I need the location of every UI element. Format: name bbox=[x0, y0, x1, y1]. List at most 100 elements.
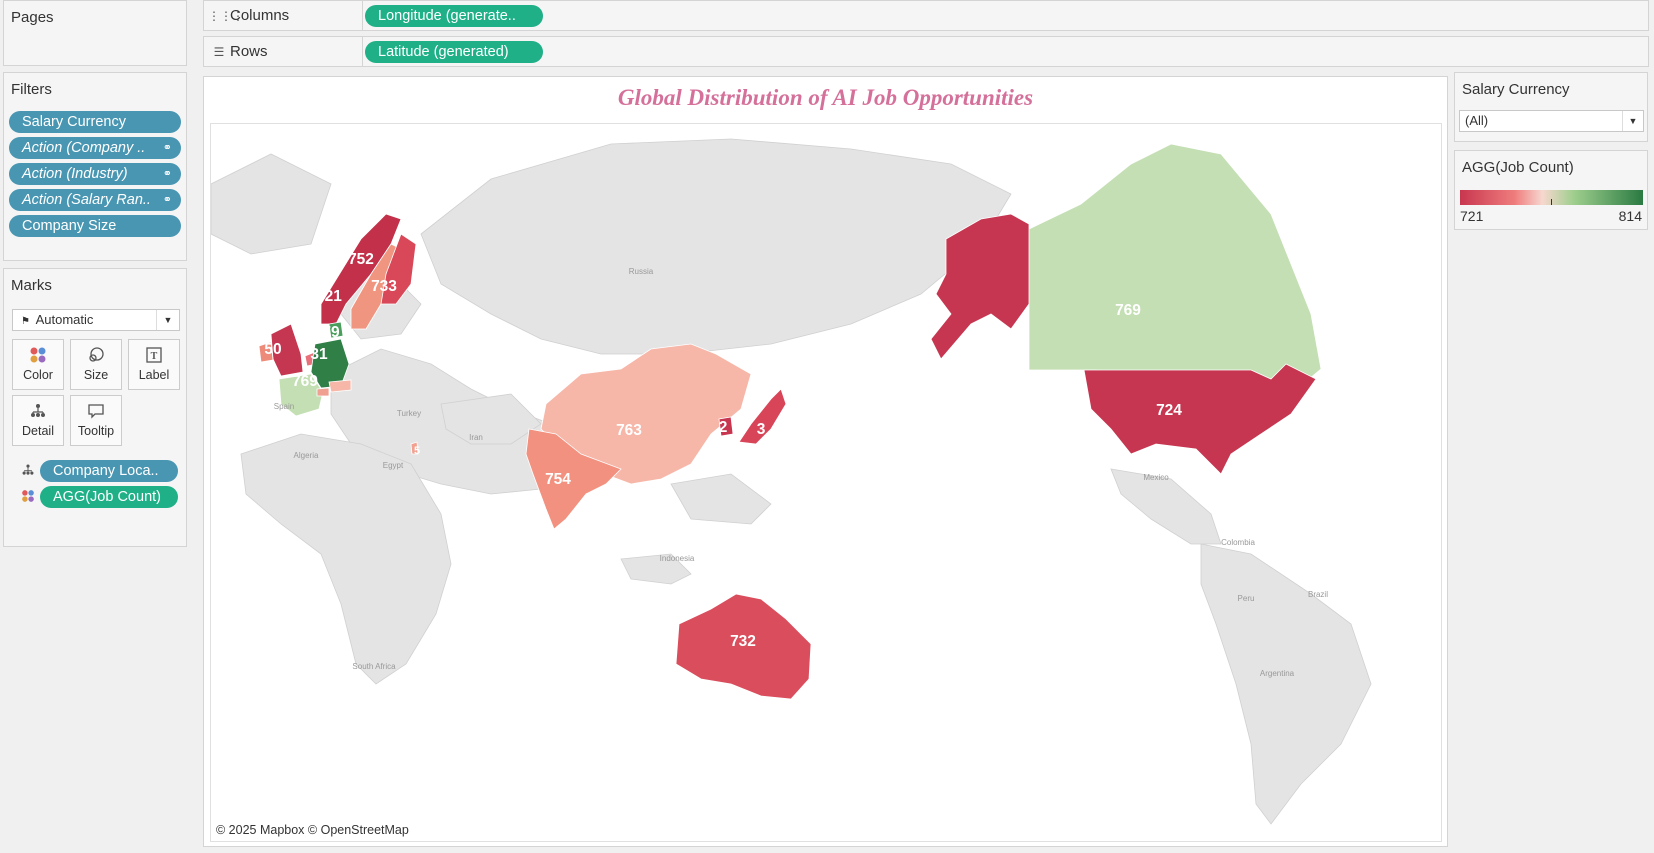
legend-max: 814 bbox=[1618, 208, 1642, 224]
country-denmark bbox=[328, 321, 344, 339]
columns-icon: ⋮⋮⋮ bbox=[208, 9, 244, 23]
place-names: Russia Turkey Iran Egypt Algeria Spain I… bbox=[274, 267, 1328, 678]
columns-label: ⋮⋮⋮Columns bbox=[204, 1, 363, 30]
label-japan: 3 bbox=[757, 421, 766, 438]
country-ireland bbox=[258, 341, 274, 363]
country-shapes bbox=[258, 143, 1322, 700]
tooltip-icon bbox=[71, 396, 121, 424]
country-australia bbox=[675, 593, 812, 700]
label-finland: 733 bbox=[371, 278, 397, 295]
latitude-pill[interactable]: Latitude (generated) bbox=[365, 41, 543, 63]
filters-panel: Filters Salary Currency Action (Company … bbox=[3, 72, 187, 261]
company-location-pill[interactable]: Company Loca.. bbox=[40, 460, 178, 482]
place-brazil: Brazil bbox=[1308, 590, 1328, 599]
place-spain: Spain bbox=[274, 402, 294, 411]
color-button[interactable]: Color bbox=[12, 339, 64, 390]
link-icon: ⚭ bbox=[162, 168, 172, 180]
rows-shelf[interactable]: ☰ Rows Latitude (generated) bbox=[203, 36, 1649, 67]
filter-action-salary-range[interactable]: Action (Salary Ran.. ⚭ bbox=[9, 189, 181, 211]
place-russia: Russia bbox=[629, 267, 654, 276]
map-mark-icon: ⚑ bbox=[21, 316, 30, 327]
viz-container: Global Distribution of AI Job Opportunit… bbox=[203, 76, 1448, 847]
place-egypt: Egypt bbox=[383, 461, 404, 470]
place-mexico: Mexico bbox=[1143, 473, 1169, 482]
link-icon: ⚭ bbox=[162, 142, 172, 154]
salary-currency-dropdown[interactable]: (All) ▼ bbox=[1459, 110, 1644, 132]
legend-center-tick bbox=[1551, 199, 1552, 205]
columns-shelf[interactable]: ⋮⋮⋮Columns Longitude (generate.. bbox=[203, 0, 1649, 31]
country-canada bbox=[1028, 143, 1322, 395]
country-value-labels: 769 724 763 754 732 3 2 721 752 733 79 5… bbox=[264, 251, 1182, 650]
marks-title: Marks bbox=[11, 277, 52, 294]
country-austria bbox=[328, 379, 352, 393]
country-switzerland bbox=[316, 387, 330, 397]
country-alaska bbox=[930, 213, 1030, 360]
detail-button[interactable]: Detail bbox=[12, 395, 64, 446]
label-india: 754 bbox=[545, 471, 571, 488]
label-israel: 5 bbox=[414, 445, 420, 457]
country-japan bbox=[738, 388, 787, 445]
label-canada: 769 bbox=[1115, 302, 1141, 319]
mark-type-dropdown[interactable]: ⚑ Automatic ▼ bbox=[12, 309, 180, 331]
country-south-korea bbox=[718, 416, 734, 437]
place-peru: Peru bbox=[1238, 594, 1255, 603]
label-france: 769 bbox=[292, 373, 318, 390]
place-turkey: Turkey bbox=[397, 409, 421, 418]
place-south-africa: South Africa bbox=[352, 662, 396, 671]
size-button[interactable]: Size bbox=[70, 339, 122, 390]
place-algeria: Algeria bbox=[294, 451, 319, 460]
filters-title: Filters bbox=[11, 81, 52, 98]
size-icon bbox=[71, 340, 121, 368]
chevron-down-icon: ▼ bbox=[1622, 111, 1643, 131]
label-ireland: 50 bbox=[264, 341, 281, 358]
color-gradient-bar[interactable] bbox=[1460, 190, 1643, 205]
map-area[interactable]: Russia Turkey Iran Egypt Algeria Spain I… bbox=[210, 123, 1442, 842]
place-colombia: Colombia bbox=[1221, 538, 1255, 547]
legend-min: 721 bbox=[1460, 208, 1484, 224]
salary-currency-card: Salary Currency (All) ▼ bbox=[1454, 72, 1648, 142]
svg-text:T: T bbox=[151, 351, 158, 362]
pages-title: Pages bbox=[11, 9, 54, 26]
rows-icon: ☰ bbox=[213, 45, 225, 59]
filter-action-industry[interactable]: Action (Industry) ⚭ bbox=[9, 163, 181, 185]
pages-panel: Pages bbox=[3, 0, 187, 66]
tooltip-button[interactable]: Tooltip bbox=[70, 395, 122, 446]
label-usa: 724 bbox=[1156, 402, 1182, 419]
salary-currency-title: Salary Currency bbox=[1462, 81, 1570, 98]
map-attribution[interactable]: © 2025 Mapbox © OpenStreetMap bbox=[216, 823, 409, 837]
country-usa bbox=[1083, 363, 1317, 475]
job-count-pill[interactable]: AGG(Job Count) bbox=[40, 486, 178, 508]
place-iran: Iran bbox=[469, 433, 483, 442]
country-france bbox=[278, 373, 324, 417]
marks-panel: Marks ⚑ Automatic ▼ Color Size T Label D… bbox=[3, 268, 187, 547]
label-china: 763 bbox=[616, 422, 642, 439]
label-sweden: 752 bbox=[348, 251, 374, 268]
label-australia: 732 bbox=[730, 633, 756, 650]
longitude-pill[interactable]: Longitude (generate.. bbox=[365, 5, 543, 27]
country-finland bbox=[380, 233, 417, 305]
detail-field-icon bbox=[21, 463, 35, 482]
link-icon: ⚭ bbox=[162, 194, 172, 206]
label-south-korea: 2 bbox=[719, 419, 728, 436]
filter-salary-currency[interactable]: Salary Currency bbox=[9, 111, 181, 133]
label-button[interactable]: T Label bbox=[128, 339, 180, 390]
label-denmark: 79 bbox=[322, 324, 340, 341]
place-indonesia: Indonesia bbox=[660, 554, 695, 563]
detail-icon bbox=[13, 396, 63, 424]
label-norway: 721 bbox=[316, 288, 342, 305]
country-india bbox=[525, 428, 622, 530]
place-argentina: Argentina bbox=[1260, 669, 1295, 678]
filter-action-company[interactable]: Action (Company .. ⚭ bbox=[9, 137, 181, 159]
filter-company-size[interactable]: Company Size bbox=[9, 215, 181, 237]
legend-title: AGG(Job Count) bbox=[1462, 159, 1574, 176]
country-israel bbox=[410, 441, 419, 455]
label-icon: T bbox=[129, 340, 179, 368]
color-icon bbox=[13, 340, 63, 368]
viz-title: Global Distribution of AI Job Opportunit… bbox=[617, 85, 1034, 110]
rows-label: ☰ Rows bbox=[204, 37, 363, 66]
label-germany: 31 bbox=[310, 346, 328, 363]
chevron-down-icon: ▼ bbox=[156, 310, 179, 330]
color-legend-card: AGG(Job Count) 721 814 bbox=[1454, 150, 1648, 230]
color-field-icon bbox=[21, 489, 35, 508]
world-map[interactable]: Russia Turkey Iran Egypt Algeria Spain I… bbox=[211, 124, 1442, 842]
